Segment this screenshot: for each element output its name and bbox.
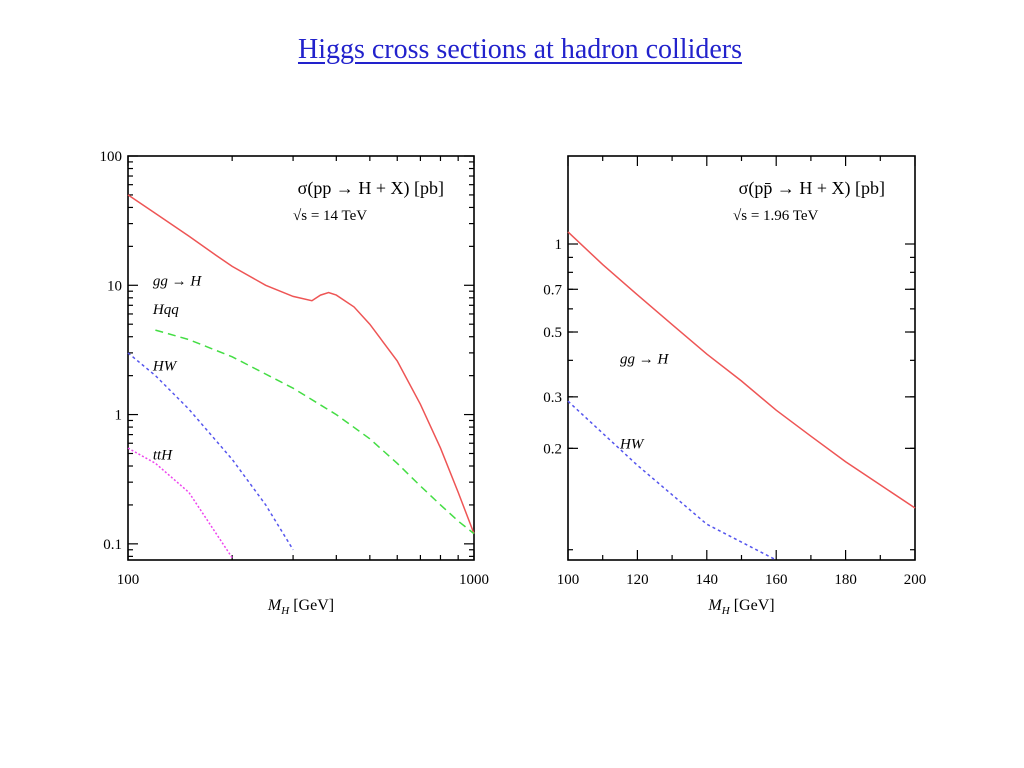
x-axis-title-unit: [GeV] (730, 597, 775, 614)
series-label: HW (152, 358, 178, 374)
series-line-1 (567, 400, 777, 561)
y-tick-label: 0.3 (543, 390, 562, 406)
y-tick-label: 1 (555, 237, 563, 253)
y-tick-label: 0.7 (543, 282, 562, 298)
energy-annotation: √s = 14 TeV (293, 208, 367, 224)
x-axis-title: MH [GeV] (707, 597, 774, 617)
series-label: Hqq (152, 302, 179, 318)
x-tick-label: 140 (696, 572, 719, 588)
x-tick-label: 100 (557, 572, 580, 588)
chart-tevatron: 0.2 0.3 0.5 0.7 1 100 120 140 160 180 200 gg → H HW σ… (543, 155, 927, 617)
x-tick-label: 1000 (459, 572, 489, 588)
series-line-2 (127, 352, 294, 551)
series-label: gg → H (620, 352, 670, 368)
x-tick-label: 100 (117, 572, 140, 588)
series-line-0 (567, 231, 916, 509)
cross-section-annotation: σ(pp̄ → H + X) [pb] (739, 178, 885, 199)
y-tick-label: 10 (107, 278, 122, 294)
x-axis-title-subscript: H (721, 605, 731, 617)
page-title: Higgs cross sections at hadron colliders (297, 34, 743, 65)
y-tick-label: 1 (115, 408, 123, 424)
series-line-3 (127, 447, 233, 559)
series-line-1 (155, 329, 475, 535)
y-tick-label: 0.5 (543, 325, 562, 341)
series-label: HW (619, 436, 645, 452)
y-tick-label: 100 (100, 149, 123, 165)
cross-section-annotation: σ(pp → H + X) [pb] (298, 178, 444, 199)
energy-annotation: √s = 1.96 TeV (733, 208, 819, 224)
x-tick-label: 160 (765, 572, 788, 588)
x-tick-label: 180 (834, 572, 857, 588)
x-axis-title-symbol: M (707, 597, 723, 614)
series-label: ttH (153, 447, 173, 463)
series-label: gg → H (153, 273, 203, 289)
plot-frame (127, 155, 475, 561)
y-tick-label: 0.2 (543, 441, 562, 457)
chart-lhc: 0.1 1 10 100 100 1000 gg → H Hqq HW ttH σ(pp → H +… (100, 149, 490, 617)
x-axis-title: MH [GeV] (267, 597, 334, 617)
x-axis-title-symbol: M (267, 597, 283, 614)
x-tick-label: 200 (904, 572, 927, 588)
y-tick-label: 0.1 (103, 537, 122, 553)
x-axis-title-unit: [GeV] (289, 597, 334, 614)
x-axis-title-subscript: H (280, 605, 290, 617)
series-line-0 (127, 194, 475, 534)
x-tick-label: 120 (626, 572, 649, 588)
